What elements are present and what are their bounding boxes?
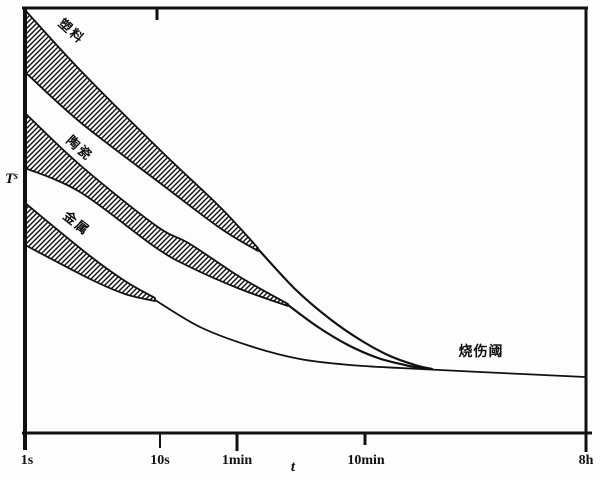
band-label-plastic: 塑料: [56, 16, 88, 47]
x-tick-label-1s: 1s: [21, 453, 34, 468]
band-label-metal: 金属: [59, 207, 93, 238]
x-tick-label-1min: 1min: [222, 453, 253, 468]
y-axis-title: Ts: [5, 171, 18, 187]
burn-threshold-label: 烧伤阈: [459, 343, 504, 359]
plot-area: 1s 10s 1min 10min 8h: [21, 6, 594, 468]
x-tick-label-10s: 10s: [150, 453, 170, 468]
y-axis-title-main: T: [5, 171, 15, 187]
x-tick-label-8h: 8h: [579, 453, 594, 468]
x-axis-title: t: [291, 459, 296, 475]
x-tick-label-10min: 10min: [347, 453, 385, 468]
y-axis-title-sub: s: [13, 171, 18, 182]
band-curve-plastic: [256, 247, 434, 371]
band-curve-ceramic: [286, 303, 427, 371]
band-curve-metal: [154, 299, 586, 378]
